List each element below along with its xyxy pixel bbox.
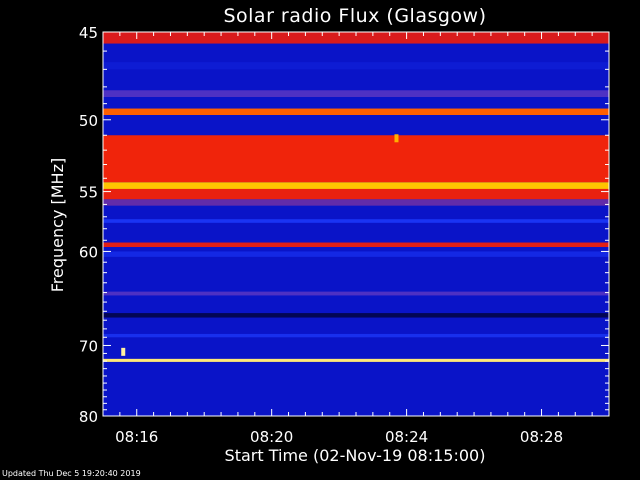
- heatmap-band-7: [103, 199, 609, 206]
- y-tick-label: 80: [79, 408, 98, 426]
- heatmap-band-6: [103, 188, 609, 200]
- heatmap-burst-1: [394, 134, 399, 143]
- heatmap-band-14: [103, 358, 609, 362]
- heatmap-burst-0: [121, 347, 126, 356]
- x-minor-ticks: [102, 32, 610, 416]
- heatmap-band-8: [103, 219, 609, 223]
- heatmap-band-2: [103, 90, 609, 98]
- updated-timestamp: Updated Thu Dec 5 19:20:40 2019: [2, 469, 141, 478]
- y-tick-label: 50: [79, 112, 98, 130]
- heatmap-band-4: [103, 135, 609, 183]
- heatmap-band-9: [103, 242, 609, 248]
- x-tick-label: 08:28: [520, 428, 563, 446]
- x-axis-label: Start Time (02-Nov-19 08:15:00): [225, 446, 486, 465]
- x-tick-label: 08:20: [250, 428, 293, 446]
- heatmap-band-1: [103, 62, 609, 70]
- heatmap-band-12: [103, 313, 609, 318]
- x-ticks: 08:16 08:20 08:24 08:28: [115, 428, 563, 446]
- y-tick-label: 70: [79, 337, 98, 355]
- heatmap-band-11: [103, 291, 609, 296]
- plot-area: [103, 32, 609, 416]
- heatmap-background: [103, 32, 609, 416]
- heatmap-band-13: [103, 333, 609, 338]
- heatmap-band-0: [103, 32, 609, 44]
- heatmap-band-5: [103, 182, 609, 189]
- heatmap-band-3: [103, 108, 609, 116]
- y-tick-label: 45: [79, 24, 98, 42]
- y-ticks: 45 50 55 60 70 80: [79, 24, 609, 426]
- y-tick-label: 60: [79, 243, 98, 261]
- heatmap-band-10: [103, 251, 609, 257]
- x-tick-label: 08:16: [115, 428, 158, 446]
- y-tick-label: 55: [79, 184, 98, 202]
- chart-title: Solar radio Flux (Glasgow): [223, 5, 486, 27]
- y-axis-label: Frequency [MHz]: [48, 158, 67, 292]
- x-tick-label: 08:24: [385, 428, 428, 446]
